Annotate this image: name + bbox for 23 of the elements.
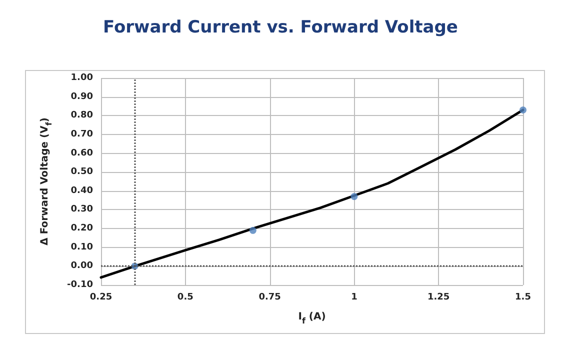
y-tick-label: 0.00 [70,261,93,272]
point [350,193,358,200]
chart-title: Forward Current vs. Forward Voltage [103,18,458,38]
y-tick-label: 0.70 [70,129,93,140]
y-tick-label: 0.90 [70,92,93,102]
y-tick-label: 0.50 [70,167,93,178]
x-tick-label: 1 [351,292,358,302]
y-axis-title: Δ Forward Voltage (Vf) [40,118,54,246]
y-tick-label: 0.30 [70,204,93,215]
y-tick-label: 0.80 [70,110,93,121]
x-tick-label: 0.5 [177,292,194,302]
y-tick-label: 1.00 [70,73,93,83]
x-tick-label: 0.75 [258,292,281,302]
y-tick-label: 0.60 [70,148,93,158]
y-tick-label: -0.10 [67,280,93,290]
x-tick-label: 1.5 [515,292,531,302]
y-tick-label: 0.20 [70,224,93,234]
x-tick-label: 1.25 [427,292,450,302]
y-tick-label: 0.10 [70,242,93,252]
point [520,106,526,114]
point [249,226,256,234]
y-tick-label: 0.40 [70,186,93,196]
x-tick-label: 0.25 [90,292,112,302]
